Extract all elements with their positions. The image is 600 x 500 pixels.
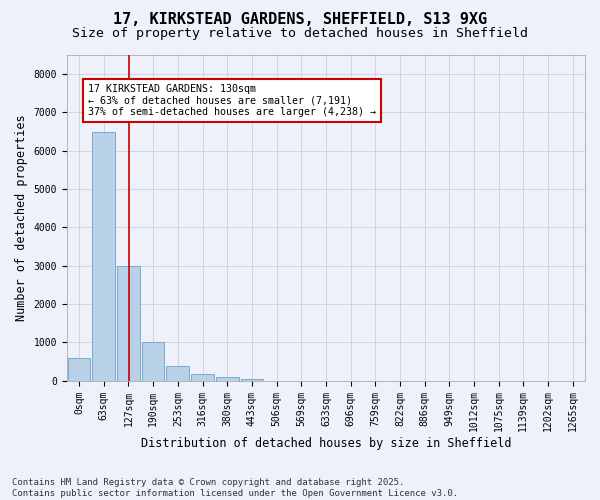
Bar bbox=[241, 378, 263, 380]
Text: Size of property relative to detached houses in Sheffield: Size of property relative to detached ho… bbox=[72, 28, 528, 40]
X-axis label: Distribution of detached houses by size in Sheffield: Distribution of detached houses by size … bbox=[140, 437, 511, 450]
Bar bbox=[191, 374, 214, 380]
Text: 17 KIRKSTEAD GARDENS: 130sqm
← 63% of detached houses are smaller (7,191)
37% of: 17 KIRKSTEAD GARDENS: 130sqm ← 63% of de… bbox=[88, 84, 376, 117]
Bar bbox=[68, 358, 91, 380]
Bar bbox=[92, 132, 115, 380]
Bar bbox=[117, 266, 140, 380]
Text: Contains HM Land Registry data © Crown copyright and database right 2025.
Contai: Contains HM Land Registry data © Crown c… bbox=[12, 478, 458, 498]
Bar bbox=[166, 366, 189, 380]
Bar bbox=[142, 342, 164, 380]
Bar bbox=[216, 377, 239, 380]
Text: 17, KIRKSTEAD GARDENS, SHEFFIELD, S13 9XG: 17, KIRKSTEAD GARDENS, SHEFFIELD, S13 9X… bbox=[113, 12, 487, 28]
Y-axis label: Number of detached properties: Number of detached properties bbox=[15, 114, 28, 321]
